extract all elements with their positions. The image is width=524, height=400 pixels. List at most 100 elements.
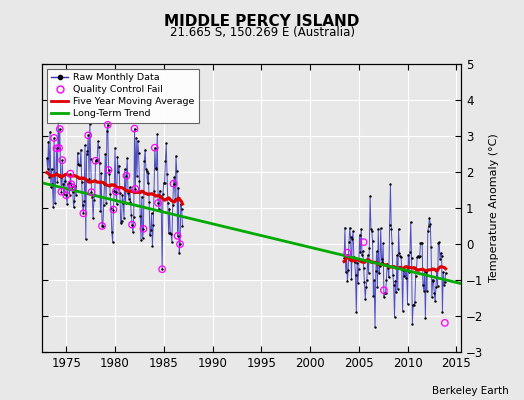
Point [412, 266, 421, 272]
Point [355, 232, 364, 238]
Point [354, 280, 362, 286]
Point [116, 220, 125, 226]
Point [172, 168, 181, 174]
Point [104, 167, 113, 173]
Point [55, 145, 63, 151]
Point [157, 208, 166, 215]
Point [151, 144, 159, 151]
Point [410, 302, 418, 308]
Point [419, 282, 427, 288]
Point [433, 282, 442, 289]
Point [372, 268, 380, 274]
Point [127, 212, 136, 218]
Point [396, 253, 405, 259]
Point [170, 174, 179, 180]
Point [359, 239, 368, 245]
Point [84, 132, 92, 138]
Point [100, 181, 108, 187]
Point [171, 196, 179, 202]
Point [395, 226, 403, 232]
Point [97, 170, 105, 176]
Point [346, 234, 355, 241]
Point [356, 249, 365, 255]
Point [73, 173, 81, 180]
Text: MIDDLE PERCY ISLAND: MIDDLE PERCY ISLAND [165, 14, 359, 29]
Point [365, 245, 374, 251]
Point [58, 157, 67, 163]
Point [414, 253, 422, 259]
Point [162, 140, 170, 147]
Point [107, 204, 115, 211]
Point [99, 223, 107, 230]
Point [175, 249, 183, 256]
Point [363, 277, 371, 284]
Point [169, 180, 178, 187]
Point [393, 252, 401, 258]
Point [62, 192, 71, 198]
Point [350, 254, 358, 260]
Point [424, 223, 433, 229]
Point [113, 154, 122, 160]
Point [57, 188, 66, 195]
Point [102, 200, 110, 206]
Point [367, 228, 376, 234]
Point [431, 298, 439, 305]
Point [341, 224, 349, 231]
Point [343, 250, 352, 256]
Point [113, 201, 121, 207]
Point [173, 233, 182, 239]
Point [60, 191, 68, 198]
Point [138, 194, 146, 200]
Point [91, 192, 99, 198]
Point [149, 222, 157, 228]
Point [96, 208, 105, 214]
Point [373, 283, 381, 290]
Point [407, 255, 416, 262]
Point [57, 188, 66, 195]
Point [144, 170, 152, 176]
Point [167, 231, 176, 237]
Point [177, 201, 185, 208]
Point [155, 206, 163, 212]
Point [61, 171, 70, 178]
Point [85, 120, 94, 127]
Point [125, 184, 134, 190]
Point [388, 240, 396, 246]
Point [121, 166, 129, 172]
Point [94, 138, 102, 145]
Point [117, 218, 126, 224]
Point [439, 269, 447, 275]
Point [66, 192, 74, 198]
Point [430, 290, 439, 296]
Point [389, 272, 397, 278]
Point [125, 195, 133, 202]
Point [408, 320, 417, 327]
Point [345, 238, 353, 245]
Point [88, 189, 96, 195]
Point [402, 267, 411, 273]
Point [70, 198, 79, 204]
Point [404, 252, 412, 258]
Point [112, 188, 120, 195]
Point [436, 250, 445, 256]
Point [151, 144, 159, 151]
Point [95, 160, 104, 167]
Point [68, 184, 76, 190]
Point [402, 275, 410, 281]
Text: 21.665 S, 150.269 E (Australia): 21.665 S, 150.269 E (Australia) [169, 26, 355, 39]
Point [425, 215, 434, 222]
Point [421, 315, 430, 322]
Point [158, 266, 166, 272]
Point [44, 138, 52, 145]
Point [165, 206, 173, 212]
Point [52, 145, 61, 152]
Point [172, 153, 180, 159]
Point [74, 160, 83, 167]
Point [45, 174, 53, 180]
Point [343, 278, 352, 284]
Point [73, 150, 82, 156]
Point [86, 155, 95, 162]
Point [67, 181, 75, 187]
Point [346, 225, 354, 231]
Point [178, 222, 187, 229]
